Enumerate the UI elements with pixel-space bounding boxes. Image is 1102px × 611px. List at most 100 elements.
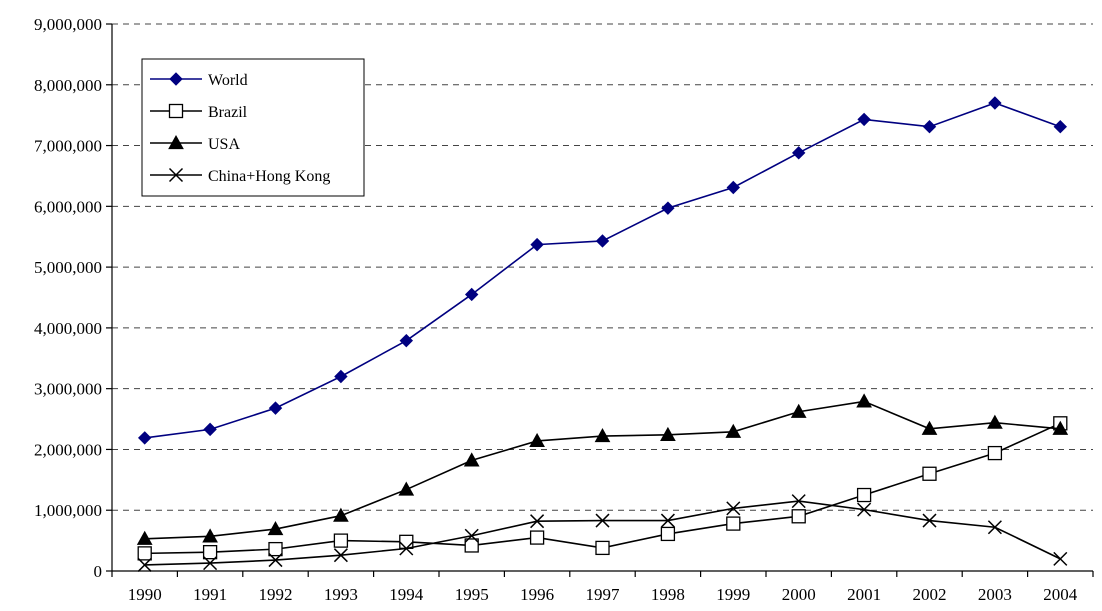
y-tick-label: 7,000,000 xyxy=(34,137,102,156)
legend-label: Brazil xyxy=(208,104,248,121)
data-point xyxy=(660,426,676,441)
y-tick-label: 1,000,000 xyxy=(34,501,102,520)
data-point xyxy=(137,557,152,572)
y-tick-label: 9,000,000 xyxy=(34,15,102,34)
legend-entry: USA xyxy=(150,134,240,153)
data-point xyxy=(987,520,1002,535)
data-point xyxy=(1053,120,1068,134)
legend: World Brazil USA China+Hong Kong xyxy=(141,58,365,197)
data-point xyxy=(530,514,545,529)
legend-label: China+Hong Kong xyxy=(208,168,330,185)
x-tick-label: 1990 xyxy=(128,585,162,604)
legend-entry: China+Hong Kong xyxy=(150,167,330,185)
data-point xyxy=(1053,551,1068,566)
x-tick-label: 1992 xyxy=(259,585,293,604)
data-point xyxy=(922,466,937,481)
x-tick-label: 1998 xyxy=(651,585,685,604)
x-tick-label: 1997 xyxy=(586,585,621,604)
data-point xyxy=(136,530,153,545)
data-point xyxy=(202,528,218,543)
data-point xyxy=(529,432,545,448)
x-tick-label: 2002 xyxy=(913,585,947,604)
legend-marker xyxy=(168,134,184,150)
series-world xyxy=(137,96,1068,445)
y-tick-labels: 0 1,000,000 2,000,000 3,000,000 4,000,000 5,0… xyxy=(34,15,102,581)
data-point xyxy=(595,513,610,528)
y-tick-label: 5,000,000 xyxy=(34,258,102,277)
data-point xyxy=(464,538,479,553)
data-point xyxy=(660,513,675,528)
legend-entry: World xyxy=(150,72,248,89)
data-point xyxy=(203,422,217,437)
x-tick-label: 1999 xyxy=(716,585,750,604)
series-usa xyxy=(136,393,1069,545)
data-point xyxy=(921,420,938,435)
data-point xyxy=(334,369,348,384)
legend-label: USA xyxy=(208,136,240,153)
data-point xyxy=(267,521,284,536)
data-point xyxy=(203,556,218,571)
legend-marker xyxy=(169,72,183,86)
x-tick-label: 1996 xyxy=(520,585,554,604)
y-tick-label: 2,000,000 xyxy=(34,440,102,459)
data-point xyxy=(137,431,152,445)
data-point xyxy=(1052,420,1069,435)
data-point xyxy=(137,546,152,561)
x-tick-label: 1991 xyxy=(193,585,227,604)
data-point xyxy=(399,541,414,556)
data-point xyxy=(726,180,741,195)
x-tick-label: 2001 xyxy=(847,585,881,604)
x-tick-label: 1994 xyxy=(389,585,424,604)
data-point xyxy=(268,541,283,557)
gridlines xyxy=(112,23,1093,511)
data-point xyxy=(857,502,872,517)
y-tick-label: 4,000,000 xyxy=(34,319,102,338)
legend-marker xyxy=(168,167,184,183)
data-point xyxy=(726,501,741,516)
data-point xyxy=(922,513,937,528)
legend-entry: Brazil xyxy=(150,103,248,121)
data-point xyxy=(398,481,415,496)
series-lines xyxy=(136,96,1069,572)
data-point xyxy=(529,530,545,545)
data-point xyxy=(725,423,742,438)
x-tick-labels: 1990 1991 1992 1993 1994 1995 1996 1997 1998 1999… xyxy=(128,585,1078,604)
data-point xyxy=(399,333,414,348)
data-point xyxy=(856,487,872,503)
x-tick-label: 2004 xyxy=(1043,585,1078,604)
legend-label: World xyxy=(208,72,248,89)
data-point xyxy=(791,146,806,160)
data-point xyxy=(660,526,676,542)
data-point xyxy=(726,516,741,531)
x-tick-label: 1993 xyxy=(324,585,358,604)
data-point xyxy=(333,533,349,548)
data-point xyxy=(988,96,1002,110)
data-point xyxy=(594,428,611,443)
data-point xyxy=(530,237,544,252)
axes xyxy=(106,23,1094,577)
y-tick-label: 0 xyxy=(94,562,103,581)
data-point xyxy=(790,403,807,418)
x-tick-label: 1995 xyxy=(455,585,489,604)
data-point xyxy=(922,120,937,134)
y-tick-label: 6,000,000 xyxy=(34,197,102,216)
data-point xyxy=(987,445,1003,461)
series-china-hong-kong xyxy=(137,494,1068,572)
data-point xyxy=(791,509,806,524)
series-brazil xyxy=(137,416,1068,561)
data-point xyxy=(268,401,283,415)
x-tick-label: 2000 xyxy=(782,585,816,604)
legend-marker xyxy=(168,103,184,119)
x-tick-label: 2003 xyxy=(978,585,1012,604)
data-point xyxy=(202,545,218,560)
data-point xyxy=(595,234,610,248)
y-tick-label: 3,000,000 xyxy=(34,380,102,399)
data-point xyxy=(791,494,806,509)
data-point xyxy=(464,287,479,302)
data-point xyxy=(987,414,1003,429)
data-point xyxy=(333,507,349,522)
data-point xyxy=(595,540,610,556)
data-point xyxy=(464,528,479,543)
y-tick-label: 8,000,000 xyxy=(34,76,102,95)
